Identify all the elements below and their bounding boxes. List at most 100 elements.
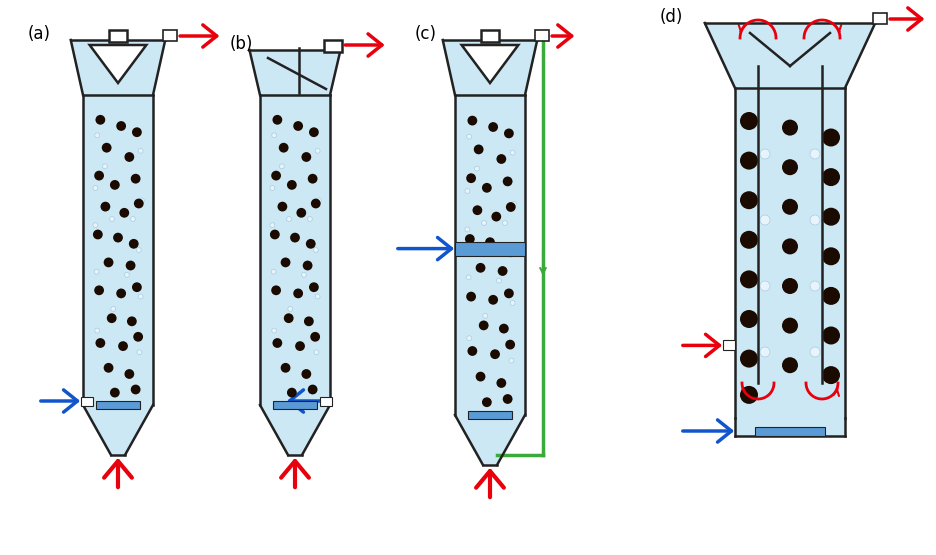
Circle shape bbox=[821, 168, 839, 186]
Circle shape bbox=[496, 278, 501, 283]
Bar bbox=[95, 401, 139, 409]
Bar bbox=[80, 397, 93, 406]
Circle shape bbox=[102, 164, 108, 169]
Circle shape bbox=[271, 285, 281, 295]
Circle shape bbox=[759, 215, 769, 225]
Circle shape bbox=[272, 338, 282, 348]
Circle shape bbox=[311, 199, 320, 208]
Circle shape bbox=[465, 275, 471, 280]
Circle shape bbox=[310, 332, 320, 342]
Circle shape bbox=[809, 215, 819, 225]
Circle shape bbox=[95, 338, 105, 348]
Bar bbox=[272, 401, 316, 409]
Circle shape bbox=[270, 185, 274, 190]
Circle shape bbox=[472, 205, 482, 215]
Circle shape bbox=[139, 198, 144, 203]
Circle shape bbox=[466, 134, 471, 139]
Circle shape bbox=[124, 273, 129, 278]
Circle shape bbox=[137, 350, 141, 355]
Circle shape bbox=[307, 385, 317, 395]
Circle shape bbox=[287, 306, 292, 311]
Circle shape bbox=[488, 122, 498, 132]
Circle shape bbox=[301, 152, 311, 162]
Circle shape bbox=[504, 129, 513, 138]
Circle shape bbox=[104, 363, 113, 373]
Circle shape bbox=[782, 119, 797, 135]
Polygon shape bbox=[83, 405, 153, 455]
Circle shape bbox=[124, 152, 134, 162]
Circle shape bbox=[132, 282, 141, 292]
Circle shape bbox=[466, 336, 471, 341]
Circle shape bbox=[113, 233, 123, 243]
Polygon shape bbox=[704, 23, 874, 88]
Circle shape bbox=[314, 294, 320, 299]
Circle shape bbox=[509, 150, 515, 155]
Circle shape bbox=[295, 341, 304, 351]
Circle shape bbox=[102, 143, 111, 153]
Circle shape bbox=[137, 248, 141, 253]
Circle shape bbox=[133, 332, 143, 342]
Circle shape bbox=[509, 301, 515, 305]
Circle shape bbox=[286, 216, 291, 221]
Circle shape bbox=[739, 191, 757, 209]
Circle shape bbox=[316, 198, 321, 203]
Circle shape bbox=[138, 148, 143, 153]
Circle shape bbox=[290, 233, 300, 243]
Circle shape bbox=[305, 239, 315, 249]
Circle shape bbox=[95, 285, 104, 295]
Circle shape bbox=[782, 317, 797, 334]
Circle shape bbox=[116, 289, 126, 298]
Circle shape bbox=[119, 208, 129, 218]
Circle shape bbox=[277, 201, 287, 211]
Circle shape bbox=[821, 366, 839, 384]
Polygon shape bbox=[461, 45, 518, 83]
Circle shape bbox=[809, 149, 819, 159]
Circle shape bbox=[821, 287, 839, 305]
Circle shape bbox=[503, 176, 512, 186]
Circle shape bbox=[464, 234, 475, 244]
Circle shape bbox=[809, 281, 819, 291]
Circle shape bbox=[505, 202, 515, 212]
Circle shape bbox=[93, 185, 97, 190]
Circle shape bbox=[303, 316, 314, 326]
Circle shape bbox=[271, 133, 276, 138]
Circle shape bbox=[782, 278, 797, 294]
Circle shape bbox=[130, 216, 135, 221]
Circle shape bbox=[759, 347, 769, 357]
Circle shape bbox=[138, 294, 143, 299]
Circle shape bbox=[132, 127, 141, 137]
Circle shape bbox=[467, 346, 476, 356]
Circle shape bbox=[131, 174, 140, 184]
Bar bbox=[259, 95, 329, 405]
Circle shape bbox=[93, 223, 97, 228]
Circle shape bbox=[782, 199, 797, 215]
Circle shape bbox=[124, 369, 134, 379]
Bar bbox=[754, 427, 824, 436]
Circle shape bbox=[125, 261, 136, 270]
Circle shape bbox=[279, 164, 284, 169]
Circle shape bbox=[110, 388, 120, 397]
Circle shape bbox=[488, 295, 498, 305]
Text: (b): (b) bbox=[229, 35, 253, 53]
Bar bbox=[109, 30, 127, 42]
Circle shape bbox=[467, 115, 476, 125]
Circle shape bbox=[739, 270, 757, 289]
Circle shape bbox=[95, 133, 99, 138]
Polygon shape bbox=[259, 405, 329, 455]
Bar bbox=[734, 418, 844, 436]
Bar bbox=[872, 13, 886, 24]
Circle shape bbox=[739, 350, 757, 367]
Circle shape bbox=[482, 314, 487, 318]
Circle shape bbox=[481, 397, 491, 407]
Circle shape bbox=[309, 127, 318, 137]
Circle shape bbox=[95, 171, 104, 180]
Circle shape bbox=[502, 220, 506, 225]
Circle shape bbox=[739, 386, 757, 404]
Circle shape bbox=[739, 310, 757, 328]
Circle shape bbox=[464, 189, 469, 194]
Circle shape bbox=[511, 201, 516, 206]
Circle shape bbox=[279, 143, 288, 153]
Circle shape bbox=[821, 129, 839, 147]
Circle shape bbox=[110, 216, 114, 221]
Circle shape bbox=[739, 152, 757, 170]
